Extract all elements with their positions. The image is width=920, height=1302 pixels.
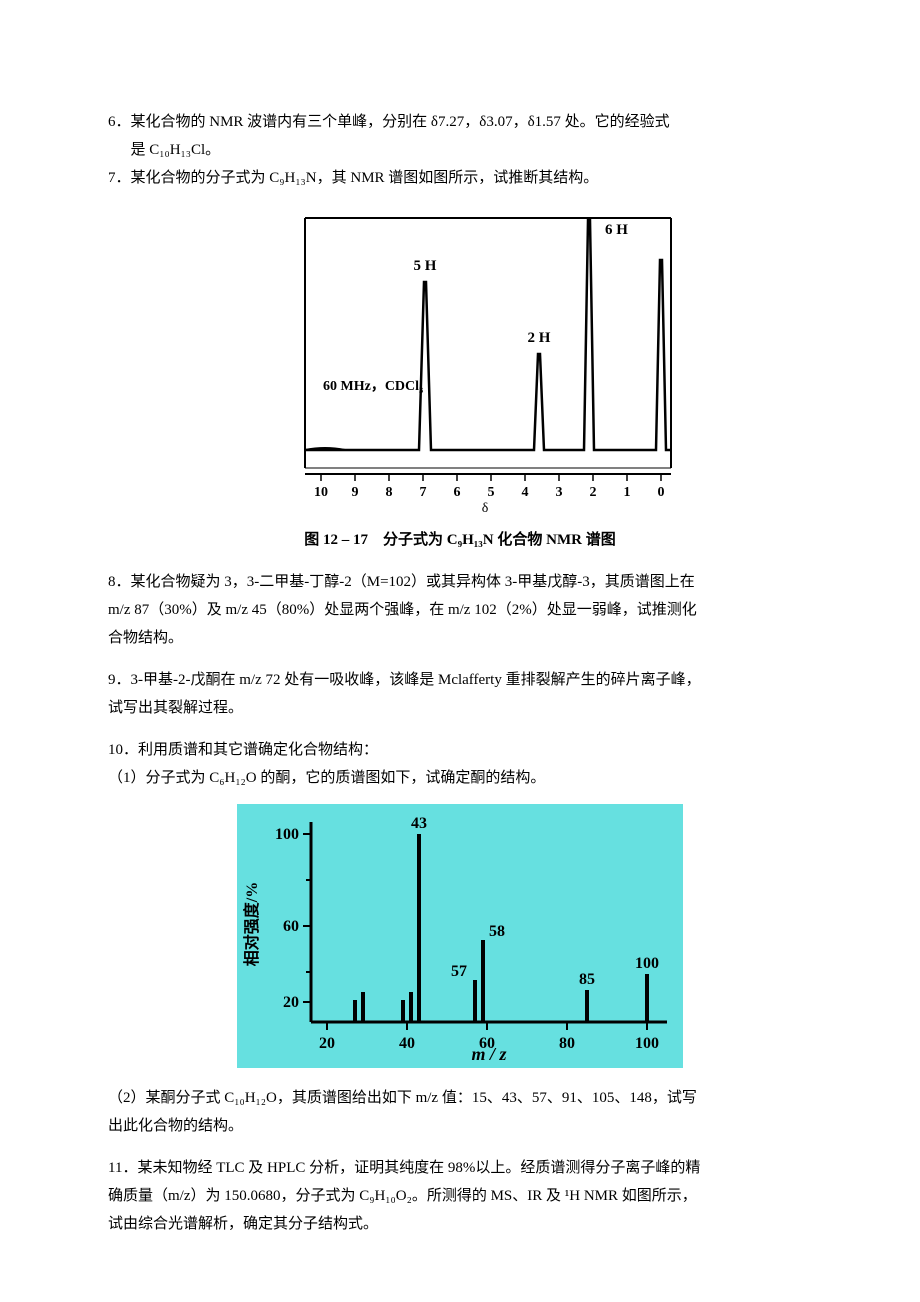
- q9-l2: 试写出其裂解过程。: [108, 696, 812, 720]
- nmr-spectrum: 109876543210δ5 H2 H6 H60 MHz，CDCl₃: [245, 204, 675, 520]
- q11-l3: 试由综合光谱解析，确定其分子结构式。: [108, 1212, 812, 1236]
- svg-text:5: 5: [488, 485, 495, 500]
- q10p2-l2: 出此化合物的结构。: [108, 1114, 812, 1138]
- q10-title: 10．利用质谱和其它谱确定化合物结构：: [108, 738, 812, 762]
- svg-text:40: 40: [399, 1035, 415, 1052]
- q7-text: 7．某化合物的分子式为 C₉H₁₃N，其 NMR 谱图如图所示，试推断其结构。: [108, 166, 812, 190]
- svg-text:6 H: 6 H: [605, 222, 628, 238]
- q9-l1: 9．3-甲基-2-戊酮在 m/z 72 处有一吸收峰，该峰是 Mclaffert…: [108, 668, 812, 692]
- svg-text:δ: δ: [482, 501, 489, 516]
- q6-line1: 6．某化合物的 NMR 波谱内有三个单峰，分别在 δ7.27，δ3.07，δ1.…: [108, 110, 812, 134]
- svg-text:1: 1: [624, 485, 631, 500]
- svg-text:5 H: 5 H: [414, 258, 437, 274]
- svg-text:20: 20: [283, 994, 299, 1011]
- svg-text:4: 4: [522, 485, 529, 500]
- svg-text:相对强度/%: 相对强度/%: [242, 882, 261, 966]
- svg-text:10: 10: [314, 485, 328, 500]
- svg-text:100: 100: [635, 955, 659, 972]
- nmr-caption: 图 12 – 17 分子式为 C₉H₁₃N 化合物 NMR 谱图: [108, 528, 812, 552]
- svg-text:43: 43: [411, 815, 427, 832]
- svg-text:0: 0: [658, 485, 665, 500]
- q11-l2: 确质量（m/z）为 150.0680，分子式为 C₉H₁₀O₂。所测得的 MS、…: [108, 1184, 812, 1208]
- q11-l1: 11．某未知物经 TLC 及 HPLC 分析，证明其纯度在 98%以上。经质谱测…: [108, 1156, 812, 1180]
- svg-text:9: 9: [352, 485, 359, 500]
- q6-line2: 是 C₁₀H₁₃Cl。: [108, 138, 812, 162]
- svg-text:3: 3: [556, 485, 563, 500]
- svg-text:100: 100: [275, 826, 299, 843]
- svg-text:m / z: m / z: [471, 1044, 506, 1064]
- q8-l1: 8．某化合物疑为 3，3-二甲基-丁醇-2（M=102）或其异构体 3-甲基戊醇…: [108, 570, 812, 594]
- svg-text:20: 20: [319, 1035, 335, 1052]
- svg-text:58: 58: [489, 923, 505, 940]
- svg-text:57: 57: [451, 963, 467, 980]
- svg-text:80: 80: [559, 1035, 575, 1052]
- svg-text:6: 6: [454, 485, 461, 500]
- q8-l3: 合物结构。: [108, 626, 812, 650]
- page: 6．某化合物的 NMR 波谱内有三个单峰，分别在 δ7.27，δ3.07，δ1.…: [0, 0, 920, 1300]
- svg-text:7: 7: [420, 485, 427, 500]
- svg-text:2: 2: [590, 485, 597, 500]
- q10-p1: （1）分子式为 C₆H₁₂O 的酮，它的质谱图如下，试确定酮的结构。: [108, 766, 812, 790]
- svg-text:60 MHz，CDCl₃: 60 MHz，CDCl₃: [323, 379, 423, 394]
- svg-text:85: 85: [579, 971, 595, 988]
- svg-text:2 H: 2 H: [528, 330, 551, 346]
- svg-text:100: 100: [635, 1035, 659, 1052]
- mass-spectrum: 10060202040608010043575885100相对强度/%m / z: [237, 804, 683, 1068]
- q10p2-l1: （2）某酮分子式 C₁₀H₁₂O，其质谱图给出如下 m/z 值：15、43、57…: [108, 1086, 812, 1110]
- nmr-figure: 109876543210δ5 H2 H6 H60 MHz，CDCl₃: [108, 204, 812, 520]
- q8-l2: m/z 87（30%）及 m/z 45（80%）处显两个强峰，在 m/z 102…: [108, 598, 812, 622]
- svg-text:60: 60: [283, 918, 299, 935]
- svg-text:8: 8: [386, 485, 393, 500]
